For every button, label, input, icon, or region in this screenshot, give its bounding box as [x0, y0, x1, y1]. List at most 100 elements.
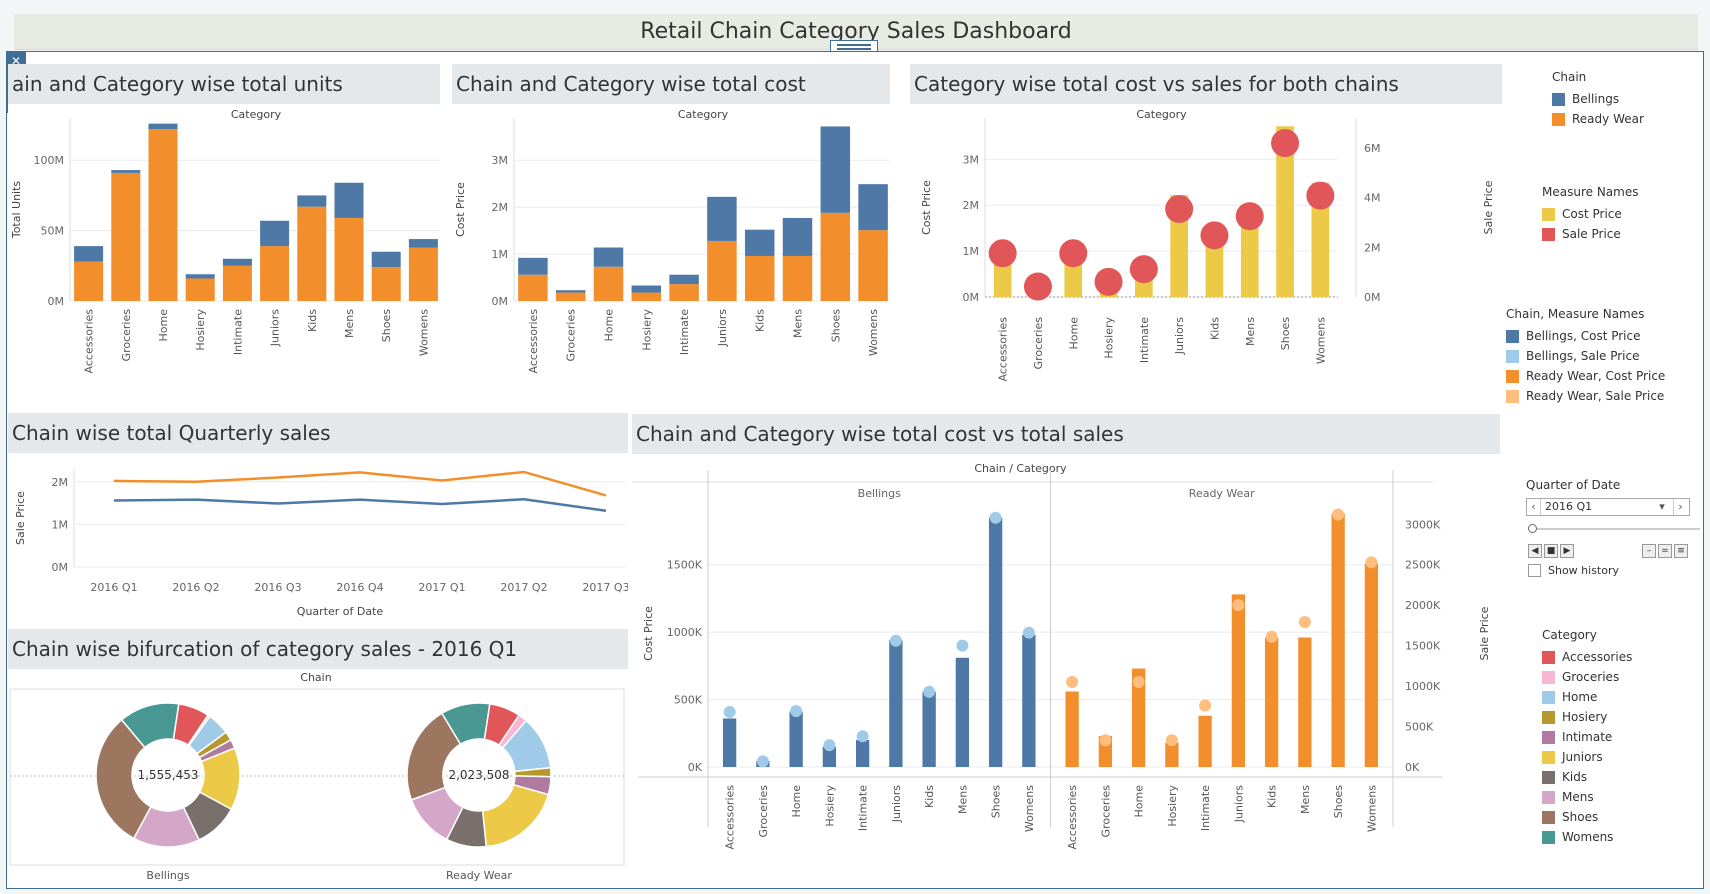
pie-slice	[120, 702, 180, 749]
category-tick-label: Kids	[923, 785, 936, 808]
category-tick-label: Intimate	[231, 309, 244, 355]
bar-segment	[334, 182, 364, 218]
category-tick-label: Hosiery	[194, 309, 207, 351]
speed-fast-icon[interactable]: ≡	[1674, 544, 1688, 558]
legend-item[interactable]: Sale Price	[1542, 224, 1638, 244]
bar-segment	[371, 251, 401, 268]
legend-item[interactable]: Juniors	[1542, 747, 1632, 767]
bar-segment	[707, 196, 737, 241]
speed-slow-icon[interactable]: –	[1642, 544, 1656, 558]
sale-point	[923, 685, 936, 698]
legend-item[interactable]: Ready Wear, Cost Price	[1506, 366, 1665, 386]
legend-label: Bellings	[1572, 92, 1620, 106]
series-line	[113, 497, 607, 512]
chevron-left-icon[interactable]: ‹	[1527, 499, 1541, 515]
category-tick-label: Intimate	[1199, 785, 1212, 831]
show-history-label: Show history	[1548, 564, 1620, 577]
step-back-icon[interactable]: ◀	[1528, 544, 1542, 558]
measure-legend-title: Measure Names	[1542, 185, 1639, 199]
legend-item[interactable]: Bellings, Sale Price	[1506, 346, 1665, 366]
cost-bar	[988, 517, 1003, 767]
bar-segment	[593, 247, 624, 267]
category-tick-label: Accessories	[724, 785, 737, 850]
units-panel: ain and Category wise total units Catego…	[8, 64, 440, 408]
close-icon[interactable]: ✕	[10, 54, 22, 68]
category-tick-label: Intimate	[857, 785, 870, 831]
bar-segment	[185, 278, 215, 301]
quarter-slider[interactable]	[1528, 524, 1700, 533]
y-axis-label: Cost Price	[642, 606, 655, 661]
stop-icon[interactable]: ■	[1544, 544, 1558, 558]
x-tick-label: 2017 Q2	[500, 581, 547, 594]
cost-bar	[1298, 637, 1312, 767]
legend-item[interactable]: Womens	[1542, 827, 1632, 847]
y-tick-label: 0M	[52, 561, 69, 574]
legend-swatch	[1542, 227, 1555, 241]
bar-segment	[858, 230, 888, 301]
sale-point	[1232, 599, 1245, 612]
legend-label: Sale Price	[1562, 227, 1621, 241]
legend-item[interactable]: Shoes	[1542, 807, 1632, 827]
y-tick-label: 0K	[688, 761, 703, 774]
drag-handle[interactable]	[830, 40, 878, 52]
bar-segment	[111, 170, 141, 173]
bar-segment	[185, 274, 215, 279]
legend-item[interactable]: Ready Wear	[1552, 109, 1644, 129]
legend-item[interactable]: Kids	[1542, 767, 1632, 787]
y2-tick-label: 2500K	[1405, 559, 1441, 572]
chevron-right-icon[interactable]: ›	[1673, 499, 1687, 515]
legend-item[interactable]: Bellings, Cost Price	[1506, 326, 1665, 346]
pie-total-label: 2,023,508	[448, 768, 509, 782]
legend-label: Juniors	[1562, 750, 1603, 764]
big-panel: Chain and Category wise total cost vs to…	[632, 414, 1500, 886]
legend-item[interactable]: Home	[1542, 687, 1632, 707]
pie-slice	[95, 718, 152, 840]
bar-segment	[631, 285, 662, 293]
category-tick-label: Intimate	[1138, 317, 1151, 363]
category-tick-label: Mens	[956, 785, 969, 814]
sale-point	[1235, 202, 1264, 231]
category-tick-label: Mens	[343, 309, 356, 338]
legend-item[interactable]: Hosiery	[1542, 707, 1632, 727]
legend-item[interactable]: Accessories	[1542, 647, 1632, 667]
legend-item[interactable]: Cost Price	[1542, 204, 1638, 224]
bar-segment	[74, 261, 104, 301]
legend-item[interactable]: Ready Wear, Sale Price	[1506, 386, 1665, 406]
category-tick-label: Hosiery	[1166, 785, 1179, 827]
bar-segment	[555, 290, 586, 293]
y-tick-label: 2M	[52, 476, 69, 489]
chain-measure-legend-title: Chain, Measure Names	[1506, 307, 1645, 321]
slider-knob[interactable]	[1528, 524, 1537, 533]
legend-item[interactable]: Mens	[1542, 787, 1632, 807]
legend-item[interactable]: Bellings	[1552, 89, 1644, 109]
speed-medium-icon[interactable]: =	[1658, 544, 1672, 558]
category-tick-label: Juniors	[1173, 317, 1186, 355]
cost-vs-sales-panel: Category wise total cost vs sales for bo…	[910, 64, 1502, 408]
legend-swatch	[1542, 770, 1555, 784]
legend-item[interactable]: Groceries	[1542, 667, 1632, 687]
group-label: Ready Wear	[1189, 487, 1255, 500]
y2-tick-label: 0M	[1364, 291, 1381, 304]
sale-point	[723, 705, 736, 718]
y-tick-label: 100M	[34, 154, 65, 167]
chart-header: Chain / Category	[974, 462, 1067, 475]
cost-bar	[1131, 668, 1146, 767]
cost-panel-title: Chain and Category wise total cost	[452, 64, 890, 104]
y2-tick-label: 4M	[1364, 192, 1381, 205]
cost-bar	[1065, 691, 1079, 767]
legend-label: Bellings, Sale Price	[1526, 349, 1640, 363]
units-chart: Category Total Units 0M 50M 100M Accessories G…	[10, 108, 440, 373]
quarter-select[interactable]: ‹ 2016 Q1 ▾ ›	[1526, 498, 1690, 516]
show-history-checkbox[interactable]	[1528, 564, 1541, 577]
legend-item[interactable]: Intimate	[1542, 727, 1632, 747]
cost-vs-sales-panel-title: Category wise total cost vs sales for bo…	[910, 64, 1502, 104]
category-tick-label: Shoes	[380, 309, 393, 342]
y2-tick-label: 3000K	[1405, 518, 1441, 531]
play-icon[interactable]: ▶	[1560, 544, 1574, 558]
legend-label: Shoes	[1562, 810, 1599, 824]
chevron-down-icon[interactable]: ▾	[1659, 500, 1665, 513]
bar-segment	[148, 129, 178, 301]
pie-panel-title: Chain wise bifurcation of category sales…	[8, 629, 628, 669]
sale-point	[1199, 699, 1212, 712]
category-tick-label: Juniors	[1232, 785, 1245, 823]
